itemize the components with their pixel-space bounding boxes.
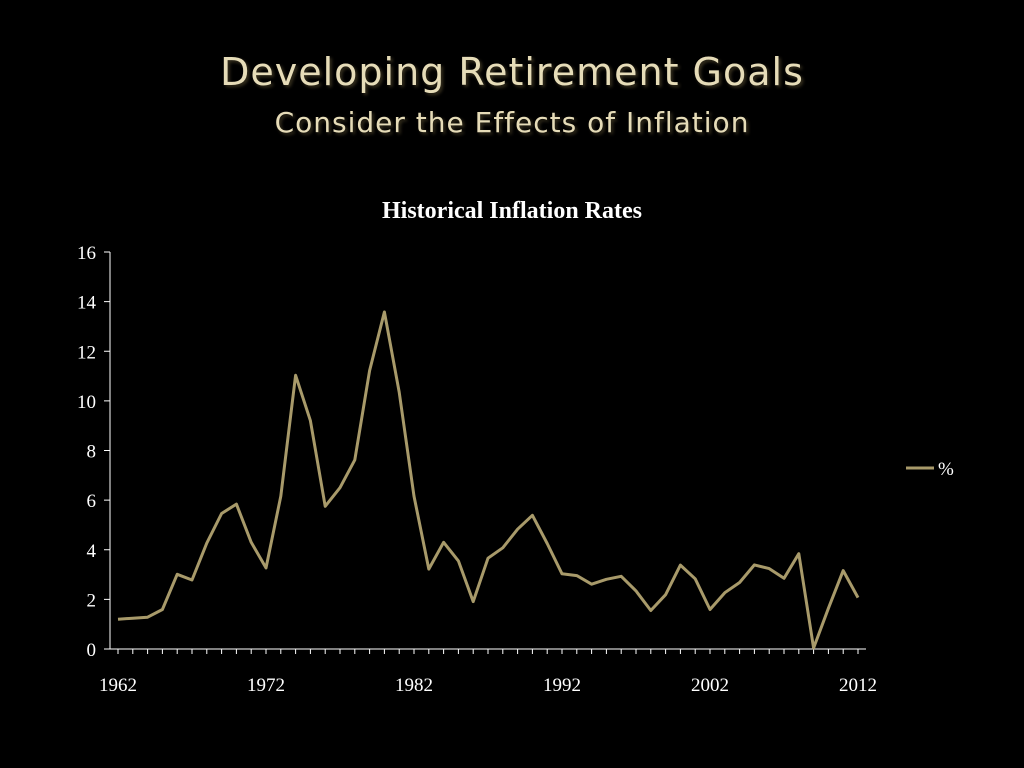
y-tick-label: 4 [87,541,97,562]
chart-axes: 0 2 4 6 8 10 12 14 16 1962 1972 1982 1992 2002 2012 [77,243,877,696]
slide-subtitle: Consider the Effects of Inflation [274,106,750,139]
x-tick-label: 1992 [543,675,581,696]
y-tick-label: 2 [87,590,97,611]
y-tick-label: 16 [77,243,96,264]
y-tick-label: 0 [87,640,97,661]
y-tick-label: 12 [77,342,96,363]
series-line [117,310,860,650]
chart-title: Historical Inflation Rates [382,198,642,224]
chart-legend: % [906,459,954,480]
y-tick-label: 14 [77,293,97,314]
y-tick-label: 10 [77,392,96,413]
chart-plot-area [117,310,860,650]
x-tick-label: 1962 [99,675,137,696]
x-tick-label: 2012 [839,675,877,696]
legend-label: % [938,459,954,480]
slide-title: Developing Retirement Goals [220,50,804,94]
y-tick-label: 8 [87,442,97,463]
x-tick-label: 1972 [247,675,285,696]
y-tick-label: 6 [87,491,97,512]
x-tick-label: 2002 [691,675,729,696]
x-tick-label: 1982 [395,675,433,696]
